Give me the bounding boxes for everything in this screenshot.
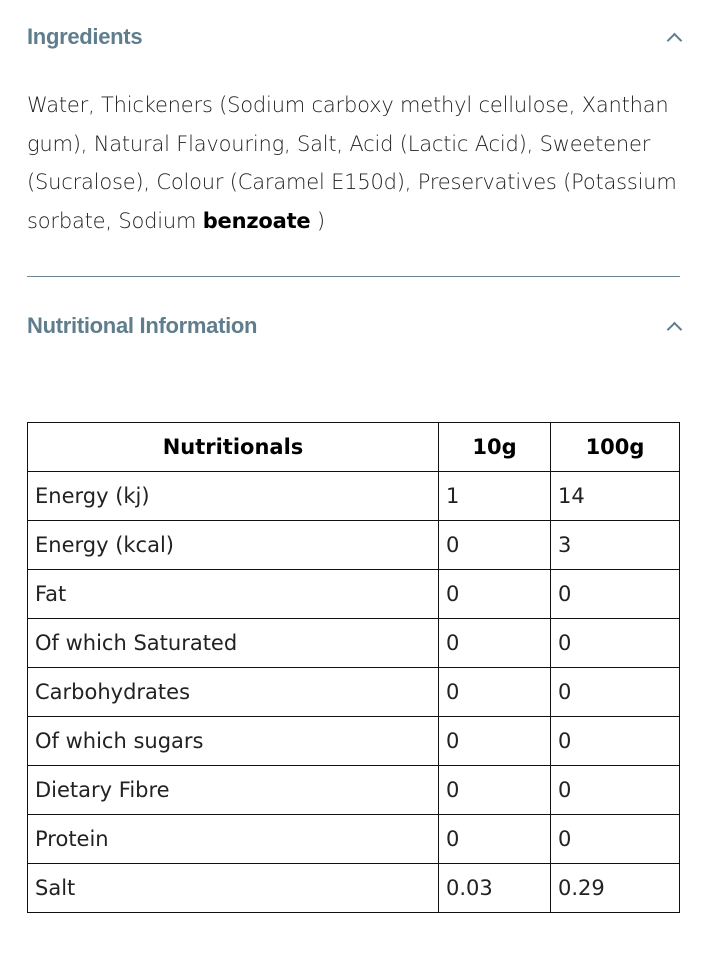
table-row: Carbohydrates 0 0	[27, 667, 680, 717]
ingredients-list: Water, Thickeners (Sodium carboxy methyl…	[27, 93, 677, 233]
nutrient-name: Energy (kj)	[27, 471, 439, 521]
ingredients-accordion-header[interactable]: Ingredients	[27, 24, 683, 50]
nutrient-name: Dietary Fibre	[27, 765, 439, 815]
table-row: Of which Saturated 0 0	[27, 618, 680, 668]
ingredients-bold: benzoate	[202, 208, 311, 233]
table-row: Of which sugars 0 0	[27, 716, 680, 766]
ingredients-end: )	[310, 208, 325, 233]
nutrition-table: Nutritionals 10g 100g Energy (kj) 1 14 Ener…	[27, 422, 680, 913]
value-100g: 0	[550, 618, 680, 668]
table-row: Protein 0 0	[27, 814, 680, 864]
chevron-up-icon[interactable]	[666, 32, 683, 48]
value-10g: 0.03	[438, 863, 551, 913]
table-header-row: Nutritionals 10g 100g	[27, 422, 680, 472]
value-10g: 0	[438, 765, 551, 815]
nutrient-name: Of which sugars	[27, 716, 439, 766]
value-10g: 0	[438, 716, 551, 766]
value-100g: 3	[550, 520, 680, 570]
nutrient-name: Carbohydrates	[27, 667, 439, 717]
value-100g: 14	[550, 471, 680, 521]
chevron-up-icon[interactable]	[666, 321, 683, 337]
header-nutritionals: Nutritionals	[27, 422, 439, 472]
value-10g: 0	[438, 520, 551, 570]
table-row: Energy (kj) 1 14	[27, 471, 680, 521]
nutrient-name: Protein	[27, 814, 439, 864]
value-10g: 0	[438, 618, 551, 668]
value-10g: 0	[438, 667, 551, 717]
nutrition-accordion-header[interactable]: Nutritional Information	[27, 313, 683, 339]
ingredients-title: Ingredients	[27, 24, 143, 49]
nutrition-title: Nutritional Information	[27, 313, 258, 338]
nutrient-name: Of which Saturated	[27, 618, 439, 668]
nutrient-name: Energy (kcal)	[27, 520, 439, 570]
ingredients-text: Water, Thickeners (Sodium carboxy methyl…	[27, 86, 687, 240]
value-10g: 0	[438, 569, 551, 619]
value-100g: 0	[550, 569, 680, 619]
value-100g: 0	[550, 814, 680, 864]
value-10g: 0	[438, 814, 551, 864]
header-100g: 100g	[550, 422, 680, 472]
table-row: Dietary Fibre 0 0	[27, 765, 680, 815]
value-100g: 0	[550, 716, 680, 766]
value-100g: 0	[550, 667, 680, 717]
nutrient-name: Salt	[27, 863, 439, 913]
table-row: Energy (kcal) 0 3	[27, 520, 680, 570]
value-100g: 0	[550, 765, 680, 815]
table-row: Salt 0.03 0.29	[27, 863, 680, 913]
header-10g: 10g	[438, 422, 551, 472]
nutrient-name: Fat	[27, 569, 439, 619]
table-row: Fat 0 0	[27, 569, 680, 619]
section-divider	[27, 276, 680, 277]
value-10g: 1	[438, 471, 551, 521]
value-100g: 0.29	[550, 863, 680, 913]
